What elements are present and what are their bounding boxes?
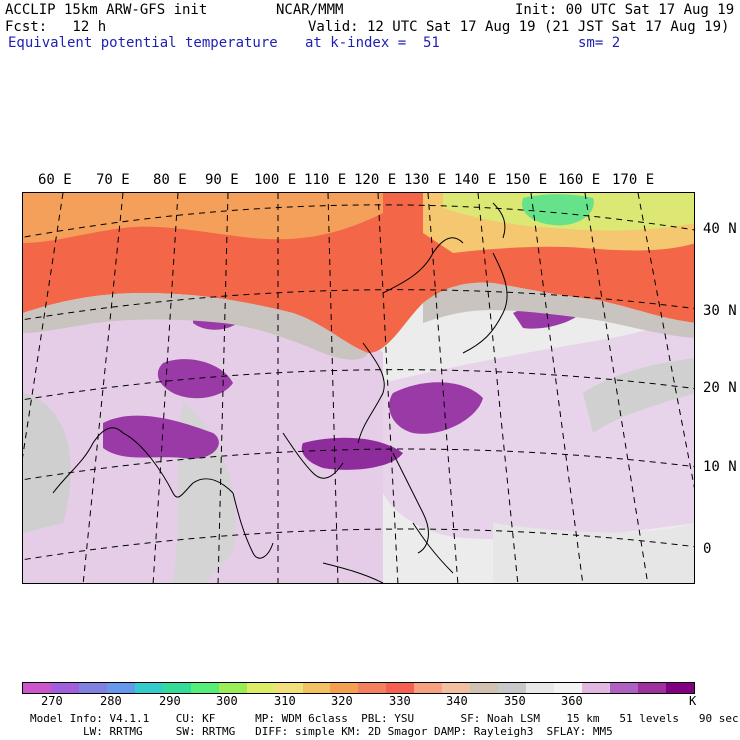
lon-label: 130 E (404, 172, 447, 188)
colorbar-segment (50, 683, 79, 693)
lon-label: 70 E (96, 172, 130, 188)
colorbar-tick: 300 (216, 694, 238, 708)
purple-core (389, 382, 483, 434)
colorbar-tick: 340 (446, 694, 468, 708)
valid-time: Valid: 12 UTC Sat 17 Aug 19 (21 JST Sat … (308, 19, 730, 35)
colorbar-tick: 350 (504, 694, 526, 708)
colorbar-tick: 290 (159, 694, 181, 708)
colorbar-segment (162, 683, 191, 693)
lat-label: 10 N (703, 459, 737, 475)
lon-label: 100 E (254, 172, 297, 188)
purple-core (157, 359, 233, 399)
colorbar-segment (582, 683, 611, 693)
colorbar-segment (498, 683, 527, 693)
map-canvas (23, 193, 694, 583)
colorbar-segment (637, 683, 666, 693)
colorbar-segment (442, 683, 471, 693)
colorbar-segment (526, 683, 555, 693)
model-info-line1: Model Info: V4.1.1 CU: KF MP: WDM 6class… (30, 712, 739, 725)
colorbar-segment (414, 683, 443, 693)
lon-label: 80 E (153, 172, 187, 188)
colorbar-segment (134, 683, 163, 693)
smoothing-label: sm= 2 (578, 35, 621, 51)
colorbar-tick: 270 (41, 694, 63, 708)
lat-label: 30 N (703, 303, 737, 319)
init-time: Init: 00 UTC Sat 17 Aug 19 (515, 2, 735, 18)
purple-core (103, 415, 219, 459)
colorbar-segment (106, 683, 135, 693)
colorbar-segment (274, 683, 303, 693)
lon-label: 90 E (205, 172, 239, 188)
lon-label: 60 E (38, 172, 72, 188)
model-title: ACCLIP 15km ARW-GFS init (5, 2, 208, 18)
lon-label: 140 E (454, 172, 497, 188)
colorbar-tick: 320 (331, 694, 353, 708)
field-name: Equivalent potential temperature (8, 35, 278, 51)
lat-label: 20 N (703, 380, 737, 396)
colorbar-segment (665, 683, 694, 693)
level-label: at k-index = 51 (305, 35, 440, 51)
colorbar-segment (246, 683, 275, 693)
grey-patch (23, 393, 71, 533)
forecast-hour: Fcst: 12 h (5, 19, 107, 35)
colorbar-segment (330, 683, 359, 693)
theta-e-map (22, 192, 695, 584)
lon-label: 120 E (354, 172, 397, 188)
colorbar-tick: 330 (389, 694, 411, 708)
grey-patch (583, 358, 694, 433)
colorbar-segment (610, 683, 638, 693)
coastlines (52, 202, 508, 583)
colorbar-segment (554, 683, 583, 693)
colorbar (22, 682, 695, 694)
colorbar-segment (218, 683, 247, 693)
colorbar-segment (470, 683, 499, 693)
lon-label: 160 E (558, 172, 601, 188)
colorbar-segment (358, 683, 387, 693)
colorbar-unit: K (689, 694, 697, 708)
green-patch (522, 194, 594, 226)
colorbar-segment (302, 683, 331, 693)
center-label: NCAR/MMM (276, 2, 344, 18)
colorbar-segment (386, 683, 415, 693)
transition-band (423, 282, 694, 338)
lilac-region (383, 318, 694, 540)
orange-band (23, 193, 383, 243)
colorbar-tick: 280 (100, 694, 122, 708)
purple-core (301, 437, 403, 470)
colorbar-segment (78, 683, 107, 693)
colorbar-segment (23, 683, 51, 693)
lat-label: 0 (703, 541, 712, 557)
lon-label: 110 E (304, 172, 347, 188)
graticule (23, 193, 694, 583)
colorbar-segment (190, 683, 219, 693)
colorbar-tick: 360 (561, 694, 583, 708)
model-info-line2: LW: RRTMG SW: RRTMG DIFF: simple KM: 2D … (30, 725, 613, 738)
grey-patch (493, 523, 694, 583)
lat-label: 40 N (703, 221, 737, 237)
lon-label: 150 E (505, 172, 548, 188)
colorbar-tick: 310 (274, 694, 296, 708)
lon-label: 170 E (612, 172, 655, 188)
transition-band (23, 293, 368, 360)
